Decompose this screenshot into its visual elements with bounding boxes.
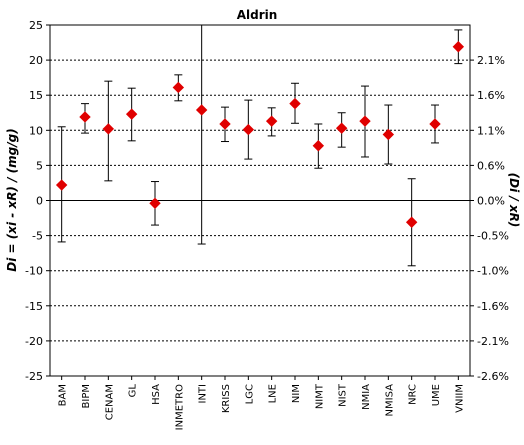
category-label: NIST	[338, 383, 349, 407]
category-label: NMISA	[384, 384, 395, 417]
category-label: UME	[431, 384, 442, 406]
y2-tick-label: 0.0%	[477, 195, 505, 208]
category-label: LGC	[244, 384, 255, 404]
error-bars	[57, 25, 463, 267]
data-point	[359, 115, 371, 127]
category-label: LNE	[268, 384, 279, 403]
data-point	[79, 111, 91, 123]
y2-tick-label: 0.6%	[477, 159, 505, 172]
chart-title: Aldrin	[237, 8, 278, 22]
data-point	[405, 216, 418, 228]
y2-tick-label: -2.1%	[477, 335, 509, 348]
y-tick-label: 20	[29, 54, 43, 67]
y-tick-label: 10	[29, 124, 43, 137]
y-tick-label: -15	[25, 300, 43, 313]
category-label: NIM	[291, 384, 302, 403]
category-label: NIMT	[314, 383, 325, 409]
y-axis-label-right: (Di / xR)	[507, 173, 521, 228]
data-point	[382, 128, 395, 141]
data-point	[429, 118, 441, 130]
category-label: NMIA	[361, 384, 372, 410]
data-point	[452, 41, 465, 53]
data-point	[265, 115, 278, 127]
category-label: INTI	[198, 384, 209, 404]
y2-tick-label: 1.6%	[477, 89, 505, 102]
category-label: HSA	[151, 384, 162, 405]
y-tick-label: -5	[32, 230, 43, 243]
data-point	[149, 197, 161, 210]
y2-tick-label: 2.1%	[477, 54, 505, 67]
y2-tick-label: -1.6%	[477, 300, 509, 313]
y2-tick-label: -0.5%	[477, 230, 509, 243]
y-tick-label: 5	[36, 159, 43, 172]
y-tick-label: 25	[29, 19, 43, 32]
category-label: BAM	[58, 384, 69, 406]
data-point	[242, 123, 255, 136]
category-label: CENAM	[104, 384, 115, 420]
axis-layer: 25 20 15 10 5 0 -5 -10 -15 -20 -25 2.1% 1.6% 1.1% 0.6%…	[25, 19, 509, 383]
data-points	[55, 41, 465, 228]
category-labels: BAM BIPM CENAM GL HSA INMETRO INTI KRISS LGC LNE N…	[58, 383, 466, 430]
y2-tick-label: -1.0%	[477, 265, 509, 278]
grid-layer	[50, 59, 470, 342]
y-tick-label: -25	[25, 370, 43, 383]
y-tick-label: 15	[29, 89, 43, 102]
data-point	[172, 81, 185, 94]
y-tick-label: -20	[25, 335, 43, 348]
data-point	[195, 104, 208, 116]
category-label: KRISS	[221, 384, 232, 413]
data-point	[312, 140, 325, 152]
y2-tick-label: -2.6%	[477, 370, 509, 383]
data-point	[289, 97, 301, 110]
category-label: NRC	[408, 384, 419, 405]
data-point	[219, 118, 231, 130]
category-label: INMETRO	[174, 384, 185, 430]
data-point	[102, 123, 115, 135]
y-tick-label: 0	[36, 195, 43, 208]
category-label: BIPM	[81, 384, 92, 408]
y-tick-label: -10	[25, 265, 43, 278]
y2-tick-label: 1.1%	[477, 124, 505, 137]
category-label: GL	[128, 384, 139, 398]
y-axis-label-left: Di = (xi - xR) / (mg/g)	[5, 128, 19, 271]
data-point	[335, 122, 348, 134]
category-label: VNIIM	[454, 384, 465, 413]
data-point	[125, 108, 138, 120]
data-point	[55, 179, 68, 191]
